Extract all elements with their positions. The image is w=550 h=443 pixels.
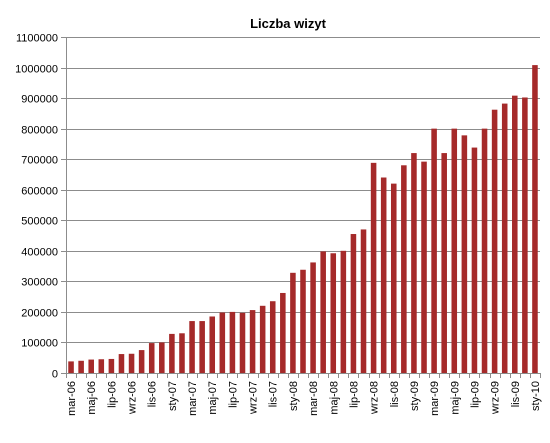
bar-paź-07 xyxy=(259,305,266,373)
bar-lip-06 xyxy=(108,358,115,373)
x-tick-label: wrz-08 xyxy=(369,381,381,415)
bar-kwi-09 xyxy=(441,153,447,373)
bar-mar-06 xyxy=(68,361,74,373)
y-tick-label: 900000 xyxy=(21,94,58,106)
x-tick-label: maj-06 xyxy=(86,381,98,415)
bar-maj-07 xyxy=(209,316,216,373)
bar-lis-09 xyxy=(512,95,518,374)
y-tick-label: 600000 xyxy=(21,186,58,198)
bar-paź-09 xyxy=(501,103,508,373)
x-axis-tick-labels: mar-06 maj-06 lip-06 wrz-06 lis-06 sty-07 mar-… xyxy=(66,373,542,416)
bar-cze-08 xyxy=(340,250,347,373)
bar-lis-07 xyxy=(269,301,276,373)
x-tick-label: mar-09 xyxy=(429,381,441,416)
x-tick-label: wrz-09 xyxy=(490,381,502,415)
bar-paź-08 xyxy=(380,177,387,373)
x-tick-label: maj-09 xyxy=(449,381,461,415)
x-tick-label: mar-08 xyxy=(308,381,320,416)
x-tick-label: sty-07 xyxy=(167,381,179,411)
bar-sty-07 xyxy=(169,333,175,373)
bar-wrz-06 xyxy=(128,353,135,373)
x-tick-label: wrz-06 xyxy=(127,381,139,415)
x-tick-label: lip-06 xyxy=(106,381,118,408)
y-tick-label: 500000 xyxy=(21,216,58,228)
x-tick-label: lis-07 xyxy=(268,381,280,407)
x-tick-label: lip-07 xyxy=(227,381,239,408)
y-tick-label: 700000 xyxy=(21,155,58,167)
bar-cze-06 xyxy=(98,359,105,373)
bar-wrz-09 xyxy=(491,109,498,373)
y-tick-label: 200000 xyxy=(21,308,58,320)
bar-maj-06 xyxy=(88,359,94,373)
x-tick-label: lip-09 xyxy=(469,381,481,408)
bar-mar-07 xyxy=(189,321,195,373)
y-tick-label: 100000 xyxy=(21,338,58,350)
y-tick-label: 0 xyxy=(52,369,58,381)
y-tick-label: 1000000 xyxy=(15,64,58,76)
axes xyxy=(66,37,540,374)
bar-sie-09 xyxy=(481,128,488,373)
bar-maj-09 xyxy=(451,128,458,373)
bar-kwi-08 xyxy=(320,251,326,373)
x-tick-label: maj-08 xyxy=(328,381,340,415)
bar-lis-08 xyxy=(390,183,397,373)
bar-sty-09 xyxy=(411,153,417,373)
bar-wrz-08 xyxy=(370,162,377,373)
bar-kwi-06 xyxy=(78,360,84,373)
x-tick-label: sty-10 xyxy=(530,381,542,411)
bar-lip-07 xyxy=(229,311,236,373)
bar-gru-06 xyxy=(159,342,165,373)
bar-maj-08 xyxy=(330,253,337,373)
bar-cze-07 xyxy=(219,312,226,373)
bar-gru-08 xyxy=(401,165,407,373)
bar-sie-06 xyxy=(118,354,125,373)
bar-mar-09 xyxy=(431,128,437,373)
bar-wrz-07 xyxy=(249,310,256,373)
bar-sty-08 xyxy=(290,272,296,373)
bar-sie-07 xyxy=(239,312,246,373)
x-tick-label: sty-09 xyxy=(409,381,421,411)
bar-lip-08 xyxy=(350,234,357,373)
bar-lut-07 xyxy=(179,333,185,373)
bar-gru-07 xyxy=(280,292,286,373)
bar-kwi-07 xyxy=(199,321,205,373)
bar-lut-09 xyxy=(421,161,427,373)
x-tick-label: lis-09 xyxy=(510,381,522,407)
x-tick-label: sty-08 xyxy=(288,381,300,411)
chart-title: Liczba wizyt xyxy=(250,16,327,31)
bar-sie-08 xyxy=(360,229,367,373)
bar-cze-09 xyxy=(461,135,468,373)
bar-lis-06 xyxy=(148,343,155,373)
bar-lut-08 xyxy=(300,269,306,373)
y-axis-tick-labels: 0 100000 200000 300000 400000 500000 600000 700… xyxy=(15,33,58,381)
y-tick-label: 800000 xyxy=(21,125,58,137)
bar-lip-09 xyxy=(471,147,478,373)
x-tick-label: wrz-07 xyxy=(248,381,260,415)
y-tick-label: 400000 xyxy=(21,247,58,259)
bar-mar-08 xyxy=(310,262,316,373)
bars xyxy=(68,65,538,374)
bar-paź-06 xyxy=(138,350,145,373)
bar-gru-09 xyxy=(522,97,528,373)
x-tick-label: lip-08 xyxy=(348,381,360,408)
x-tick-label: mar-06 xyxy=(66,381,78,416)
x-tick-label: maj-07 xyxy=(207,381,219,415)
bar-sty-10 xyxy=(532,65,538,373)
x-tick-label: lis-06 xyxy=(147,381,159,407)
x-tick-label: lis-08 xyxy=(389,381,401,407)
y-tick-label: 300000 xyxy=(21,277,58,289)
x-tick-label: mar-07 xyxy=(187,381,199,416)
y-tick-label: 1100000 xyxy=(16,33,58,45)
